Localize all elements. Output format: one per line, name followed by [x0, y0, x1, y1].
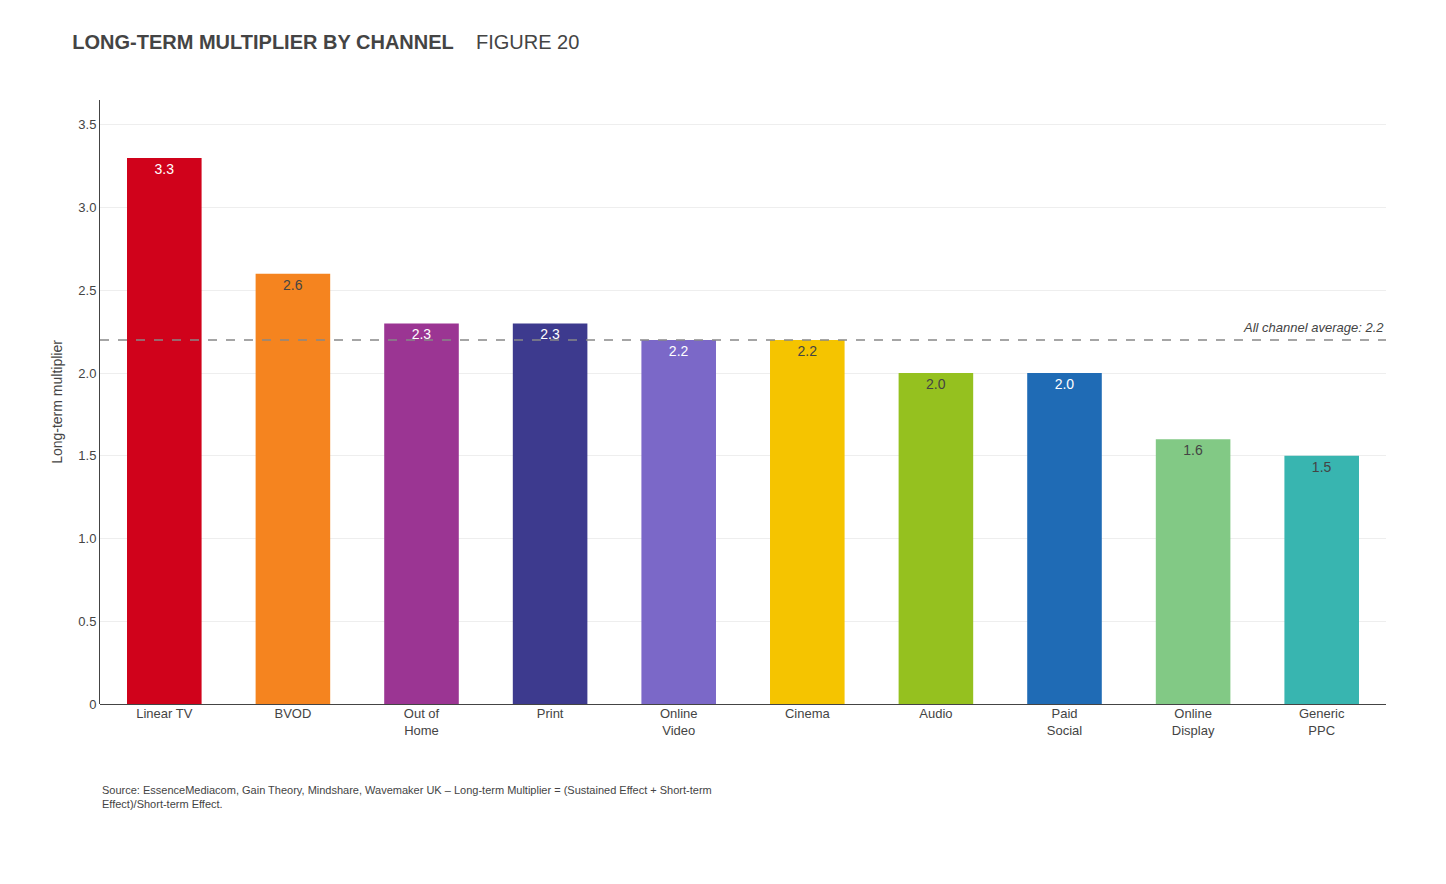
svg-text:Linear TV: Linear TV	[136, 706, 192, 721]
svg-text:0: 0	[89, 697, 96, 712]
svg-text:Print: Print	[537, 706, 564, 721]
svg-text:2.0: 2.0	[78, 366, 96, 381]
svg-text:2.3: 2.3	[412, 326, 432, 342]
svg-text:3.5: 3.5	[78, 117, 96, 132]
svg-text:2.3: 2.3	[540, 326, 560, 342]
svg-text:1.5: 1.5	[1312, 459, 1332, 475]
svg-text:Cinema: Cinema	[785, 706, 831, 721]
svg-text:2.2: 2.2	[669, 343, 689, 359]
svg-text:LONG-TERM MULTIPLIER BY CHANNE: LONG-TERM MULTIPLIER BY CHANNEL FIGURE 2…	[72, 31, 579, 53]
svg-text:PaidSocial: PaidSocial	[1047, 706, 1083, 738]
svg-text:1.6: 1.6	[1183, 442, 1203, 458]
svg-text:OnlineVideo: OnlineVideo	[660, 706, 698, 738]
svg-text:1.5: 1.5	[78, 448, 96, 463]
svg-text:2.2: 2.2	[797, 343, 817, 359]
svg-text:GenericPPC: GenericPPC	[1299, 706, 1345, 738]
svg-text:3.0: 3.0	[78, 200, 96, 215]
svg-text:1.0: 1.0	[78, 531, 96, 546]
svg-text:0.5: 0.5	[78, 614, 96, 629]
svg-text:3.3: 3.3	[154, 161, 174, 177]
svg-text:OnlineDisplay: OnlineDisplay	[1172, 706, 1215, 738]
svg-text:BVOD: BVOD	[274, 706, 311, 721]
svg-text:Long-term multiplier: Long-term multiplier	[49, 340, 65, 464]
svg-text:Audio: Audio	[919, 706, 952, 721]
svg-text:2.0: 2.0	[926, 376, 946, 392]
svg-text:All channel average: 2.2: All channel average: 2.2	[1243, 320, 1384, 335]
svg-text:Out ofHome: Out ofHome	[404, 706, 440, 738]
svg-text:2.6: 2.6	[283, 277, 303, 293]
svg-text:2.0: 2.0	[1055, 376, 1075, 392]
svg-text:2.5: 2.5	[78, 283, 96, 298]
svg-text:Source: EssenceMediacom, Gain: Source: EssenceMediacom, Gain Theory, Mi…	[102, 784, 712, 810]
